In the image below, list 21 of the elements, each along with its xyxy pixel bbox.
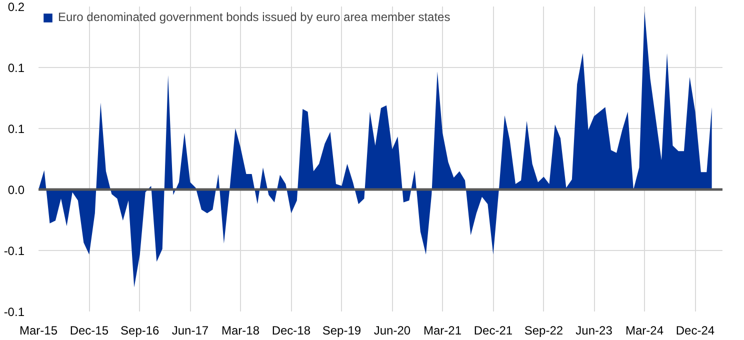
y-tick-label: -0.1	[4, 305, 25, 319]
x-tick-label: Mar-15	[19, 324, 58, 338]
y-tick-label: 0.1	[8, 61, 25, 76]
y-tick-label: 0.1	[8, 122, 25, 136]
x-tick-label: Sep-19	[322, 324, 362, 338]
x-tick-label: Sep-16	[120, 324, 160, 338]
x-tick-label: Mar-18	[222, 324, 260, 338]
x-tick-label: Mar-21	[424, 324, 462, 338]
x-tick-label: Dec-21	[474, 324, 513, 338]
legend-label: Euro denominated government bonds issued by euro area member states	[58, 10, 450, 24]
x-tick-label: Sep-22	[524, 324, 564, 338]
x-tick-label: Mar-24	[626, 324, 664, 338]
x-tick-label: Dec-24	[676, 324, 715, 338]
y-tick-label: -0.1	[4, 244, 25, 258]
x-tick-label: Dec-18	[272, 324, 311, 338]
y-tick-label: 0.2	[8, 0, 25, 14]
x-tick-label: Dec-15	[70, 324, 109, 338]
x-tick-label: Jun-20	[374, 324, 411, 338]
x-tick-label: Jun-17	[172, 324, 209, 338]
y-tick-label: 0.0	[8, 183, 25, 198]
x-tick-label: Jun-23	[576, 324, 613, 338]
